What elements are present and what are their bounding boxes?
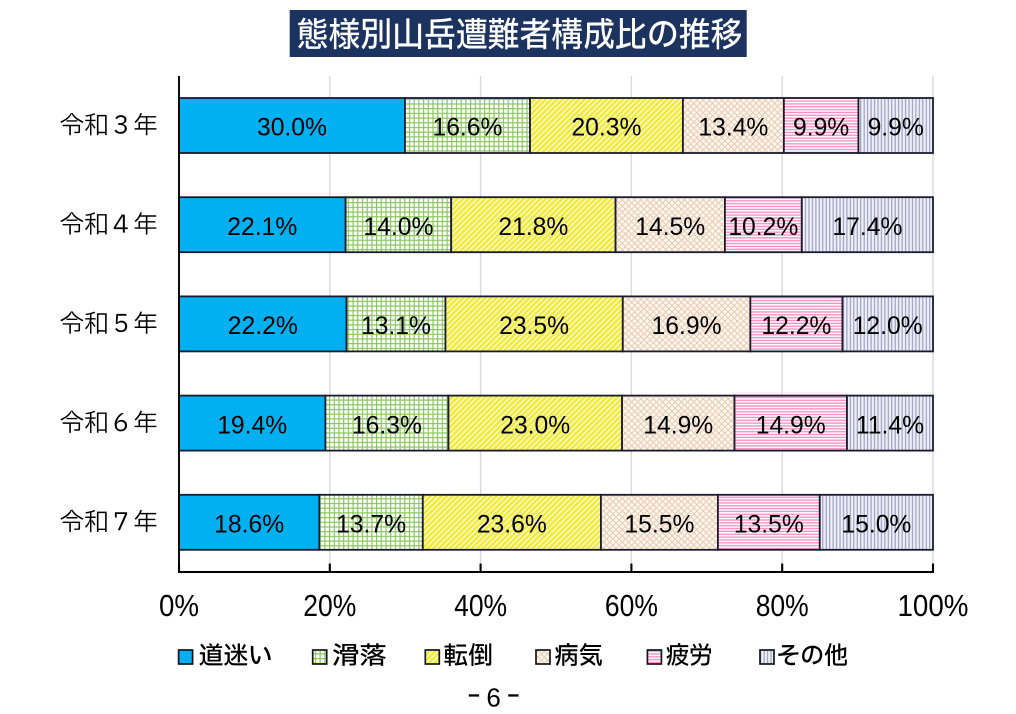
svg-text:16.6%: 16.6% <box>432 115 502 142</box>
svg-text:20%: 20% <box>303 589 356 623</box>
svg-text:21.8%: 21.8% <box>498 214 568 241</box>
svg-text:13.5%: 13.5% <box>734 512 804 539</box>
svg-text:30.0%: 30.0% <box>257 115 327 142</box>
svg-text:13.4%: 13.4% <box>698 115 768 142</box>
svg-text:13.7%: 13.7% <box>336 512 406 539</box>
svg-text:13.1%: 13.1% <box>361 313 431 340</box>
svg-text:80%: 80% <box>756 589 809 623</box>
svg-text:11.4%: 11.4% <box>856 412 924 439</box>
svg-text:23.0%: 23.0% <box>500 412 570 439</box>
svg-text:16.3%: 16.3% <box>352 412 422 439</box>
svg-text:14.9%: 14.9% <box>643 412 713 439</box>
svg-text:23.5%: 23.5% <box>499 313 569 340</box>
svg-text:14.0%: 14.0% <box>363 214 433 241</box>
svg-text:15.5%: 15.5% <box>624 512 694 539</box>
svg-text:23.6%: 23.6% <box>477 512 547 539</box>
svg-text:22.2%: 22.2% <box>228 313 298 340</box>
svg-text:60%: 60% <box>605 589 658 623</box>
svg-text:14.5%: 14.5% <box>635 214 705 241</box>
svg-text:10.2%: 10.2% <box>728 214 798 241</box>
svg-text:6: 6 <box>486 683 500 710</box>
svg-text:22.1%: 22.1% <box>227 214 297 241</box>
svg-text:100%: 100% <box>898 589 969 623</box>
svg-text:40%: 40% <box>454 589 507 623</box>
svg-text:12.2%: 12.2% <box>761 313 831 340</box>
svg-text:16.9%: 16.9% <box>652 313 722 340</box>
svg-text:0%: 0% <box>159 589 199 623</box>
svg-text:20.3%: 20.3% <box>571 115 641 142</box>
svg-text:12.0%: 12.0% <box>853 313 923 340</box>
svg-text:9.9%: 9.9% <box>793 115 849 142</box>
svg-text:19.4%: 19.4% <box>217 412 287 439</box>
svg-text:18.6%: 18.6% <box>214 512 284 539</box>
svg-text:14.9%: 14.9% <box>756 412 826 439</box>
svg-text:9.9%: 9.9% <box>868 115 924 142</box>
svg-text:15.0%: 15.0% <box>841 512 911 539</box>
svg-text:17.4%: 17.4% <box>832 214 902 241</box>
